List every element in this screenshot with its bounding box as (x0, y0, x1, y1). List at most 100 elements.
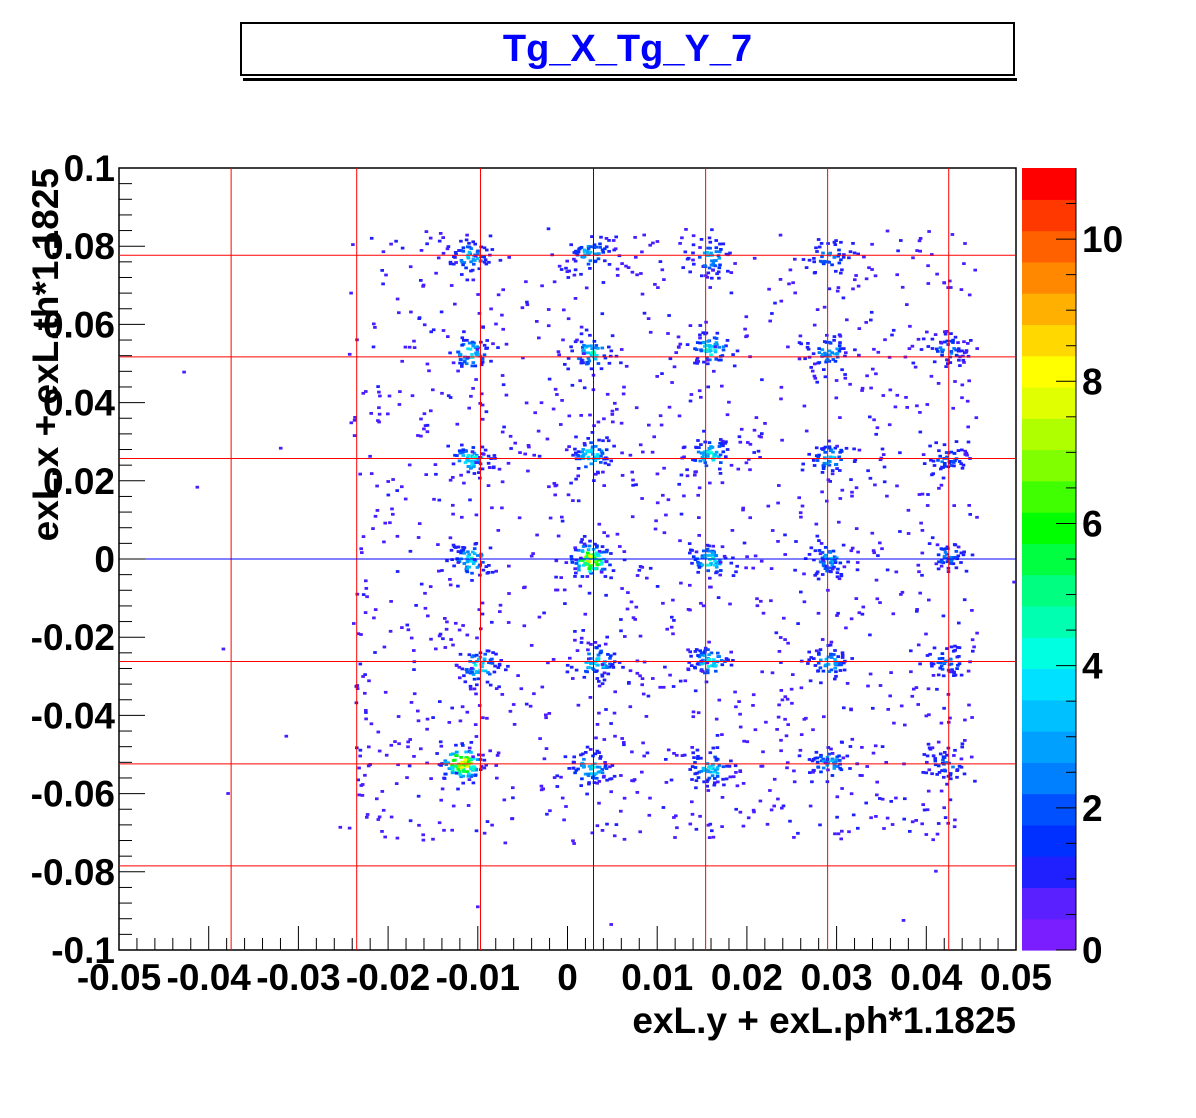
heatmap-cell (546, 227, 551, 231)
heatmap-cell (631, 616, 636, 620)
heatmap-cell (648, 330, 653, 334)
heatmap-cell (496, 666, 501, 669)
heatmap-cell (922, 753, 927, 756)
heatmap-cell (634, 483, 638, 487)
heatmap-cell (388, 521, 392, 525)
colorbar-tick-label: 8 (1082, 361, 1103, 402)
heatmap-cell (816, 238, 821, 241)
heatmap-cell (416, 536, 421, 539)
heatmap-cell (479, 255, 483, 259)
heatmap-cell (707, 441, 712, 444)
heatmap-cell (932, 464, 937, 467)
heatmap-cell (565, 259, 569, 263)
heatmap-cell (706, 385, 710, 389)
heatmap-cell (840, 651, 845, 655)
heatmap-cell (690, 765, 695, 768)
heatmap-cell (962, 361, 966, 364)
heatmap-cell (751, 704, 755, 707)
heatmap-cell (961, 463, 966, 467)
heatmap-cell (609, 654, 613, 658)
heatmap-cell (573, 268, 578, 272)
heatmap-cell (592, 243, 597, 247)
heatmap-cell (579, 358, 584, 362)
heatmap-cell (696, 570, 700, 574)
heatmap-cell (931, 754, 936, 758)
heatmap-cell (837, 349, 842, 353)
heatmap-cell (475, 257, 480, 260)
heatmap-cell (881, 394, 886, 397)
heatmap-cell (449, 638, 453, 641)
heatmap-cell (461, 774, 465, 778)
heatmap-cell (820, 255, 824, 259)
heatmap-cell (432, 497, 436, 501)
heatmap-cell (602, 550, 606, 554)
heatmap-cell (617, 254, 622, 258)
heatmap-cell (729, 561, 734, 565)
heatmap-cell (962, 340, 966, 344)
heatmap-cell (451, 503, 455, 507)
heatmap-cell (918, 411, 922, 414)
heatmap-cell (395, 489, 399, 492)
heatmap-cell (492, 454, 497, 457)
heatmap-cell (624, 264, 628, 268)
heatmap-cell (465, 710, 470, 714)
heatmap-cell (377, 390, 381, 394)
heatmap-cell (586, 247, 591, 250)
heatmap-cell (960, 742, 965, 746)
heatmap-cell (944, 365, 948, 368)
heatmap-cell (721, 242, 726, 246)
heatmap-cell (640, 677, 645, 680)
heatmap-cell (837, 754, 841, 758)
heatmap-cell (849, 707, 853, 711)
heatmap-cell (477, 671, 482, 674)
heatmap-cell (431, 388, 435, 392)
heatmap-cell (848, 767, 852, 770)
heatmap-cell (587, 253, 591, 256)
heatmap-cell (480, 601, 485, 605)
heatmap-cell (853, 458, 858, 462)
heatmap-cell (593, 641, 598, 644)
heatmap-cell (834, 239, 838, 242)
heatmap-cell (416, 794, 421, 798)
heatmap-cell (828, 455, 832, 459)
heatmap-cell (708, 767, 713, 770)
heatmap-cell (724, 455, 728, 459)
x-tick-label: -0.04 (167, 957, 252, 998)
heatmap-cell (953, 380, 957, 383)
heatmap-cell (715, 766, 720, 769)
heatmap-cell (525, 300, 529, 304)
heatmap-cell (466, 555, 470, 558)
heatmap-cell (797, 754, 802, 758)
heatmap-cell (814, 446, 819, 450)
heatmap-cell (696, 493, 700, 497)
heatmap-cell (397, 403, 402, 406)
heatmap-cell (969, 339, 973, 342)
heatmap-cell (819, 753, 823, 757)
heatmap-cell (471, 240, 475, 244)
heatmap-cell (595, 677, 600, 680)
heatmap-cell (729, 650, 733, 654)
heatmap-cell (611, 239, 616, 242)
heatmap-cell (477, 267, 482, 271)
heatmap-cell (581, 752, 585, 756)
heatmap-cell (587, 657, 591, 661)
heatmap-cell (586, 251, 590, 254)
heatmap-cell (596, 470, 600, 474)
heatmap-cell (622, 743, 626, 747)
heatmap-cell (360, 794, 365, 797)
heatmap-cell (717, 256, 722, 260)
heatmap-cell (709, 651, 714, 655)
heatmap-cell (582, 344, 586, 347)
heatmap-cell (686, 648, 690, 652)
heatmap-cell (821, 766, 826, 770)
heatmap-cell (491, 466, 496, 470)
heatmap-cell (364, 587, 369, 590)
heatmap-cell (504, 668, 508, 672)
heatmap-cell (490, 823, 494, 827)
heatmap-cell (930, 337, 935, 341)
heatmap-cell (640, 497, 644, 500)
heatmap-cell (694, 348, 699, 351)
heatmap-cell (678, 342, 683, 346)
heatmap-cell (574, 435, 578, 439)
heatmap-cell (444, 761, 448, 765)
